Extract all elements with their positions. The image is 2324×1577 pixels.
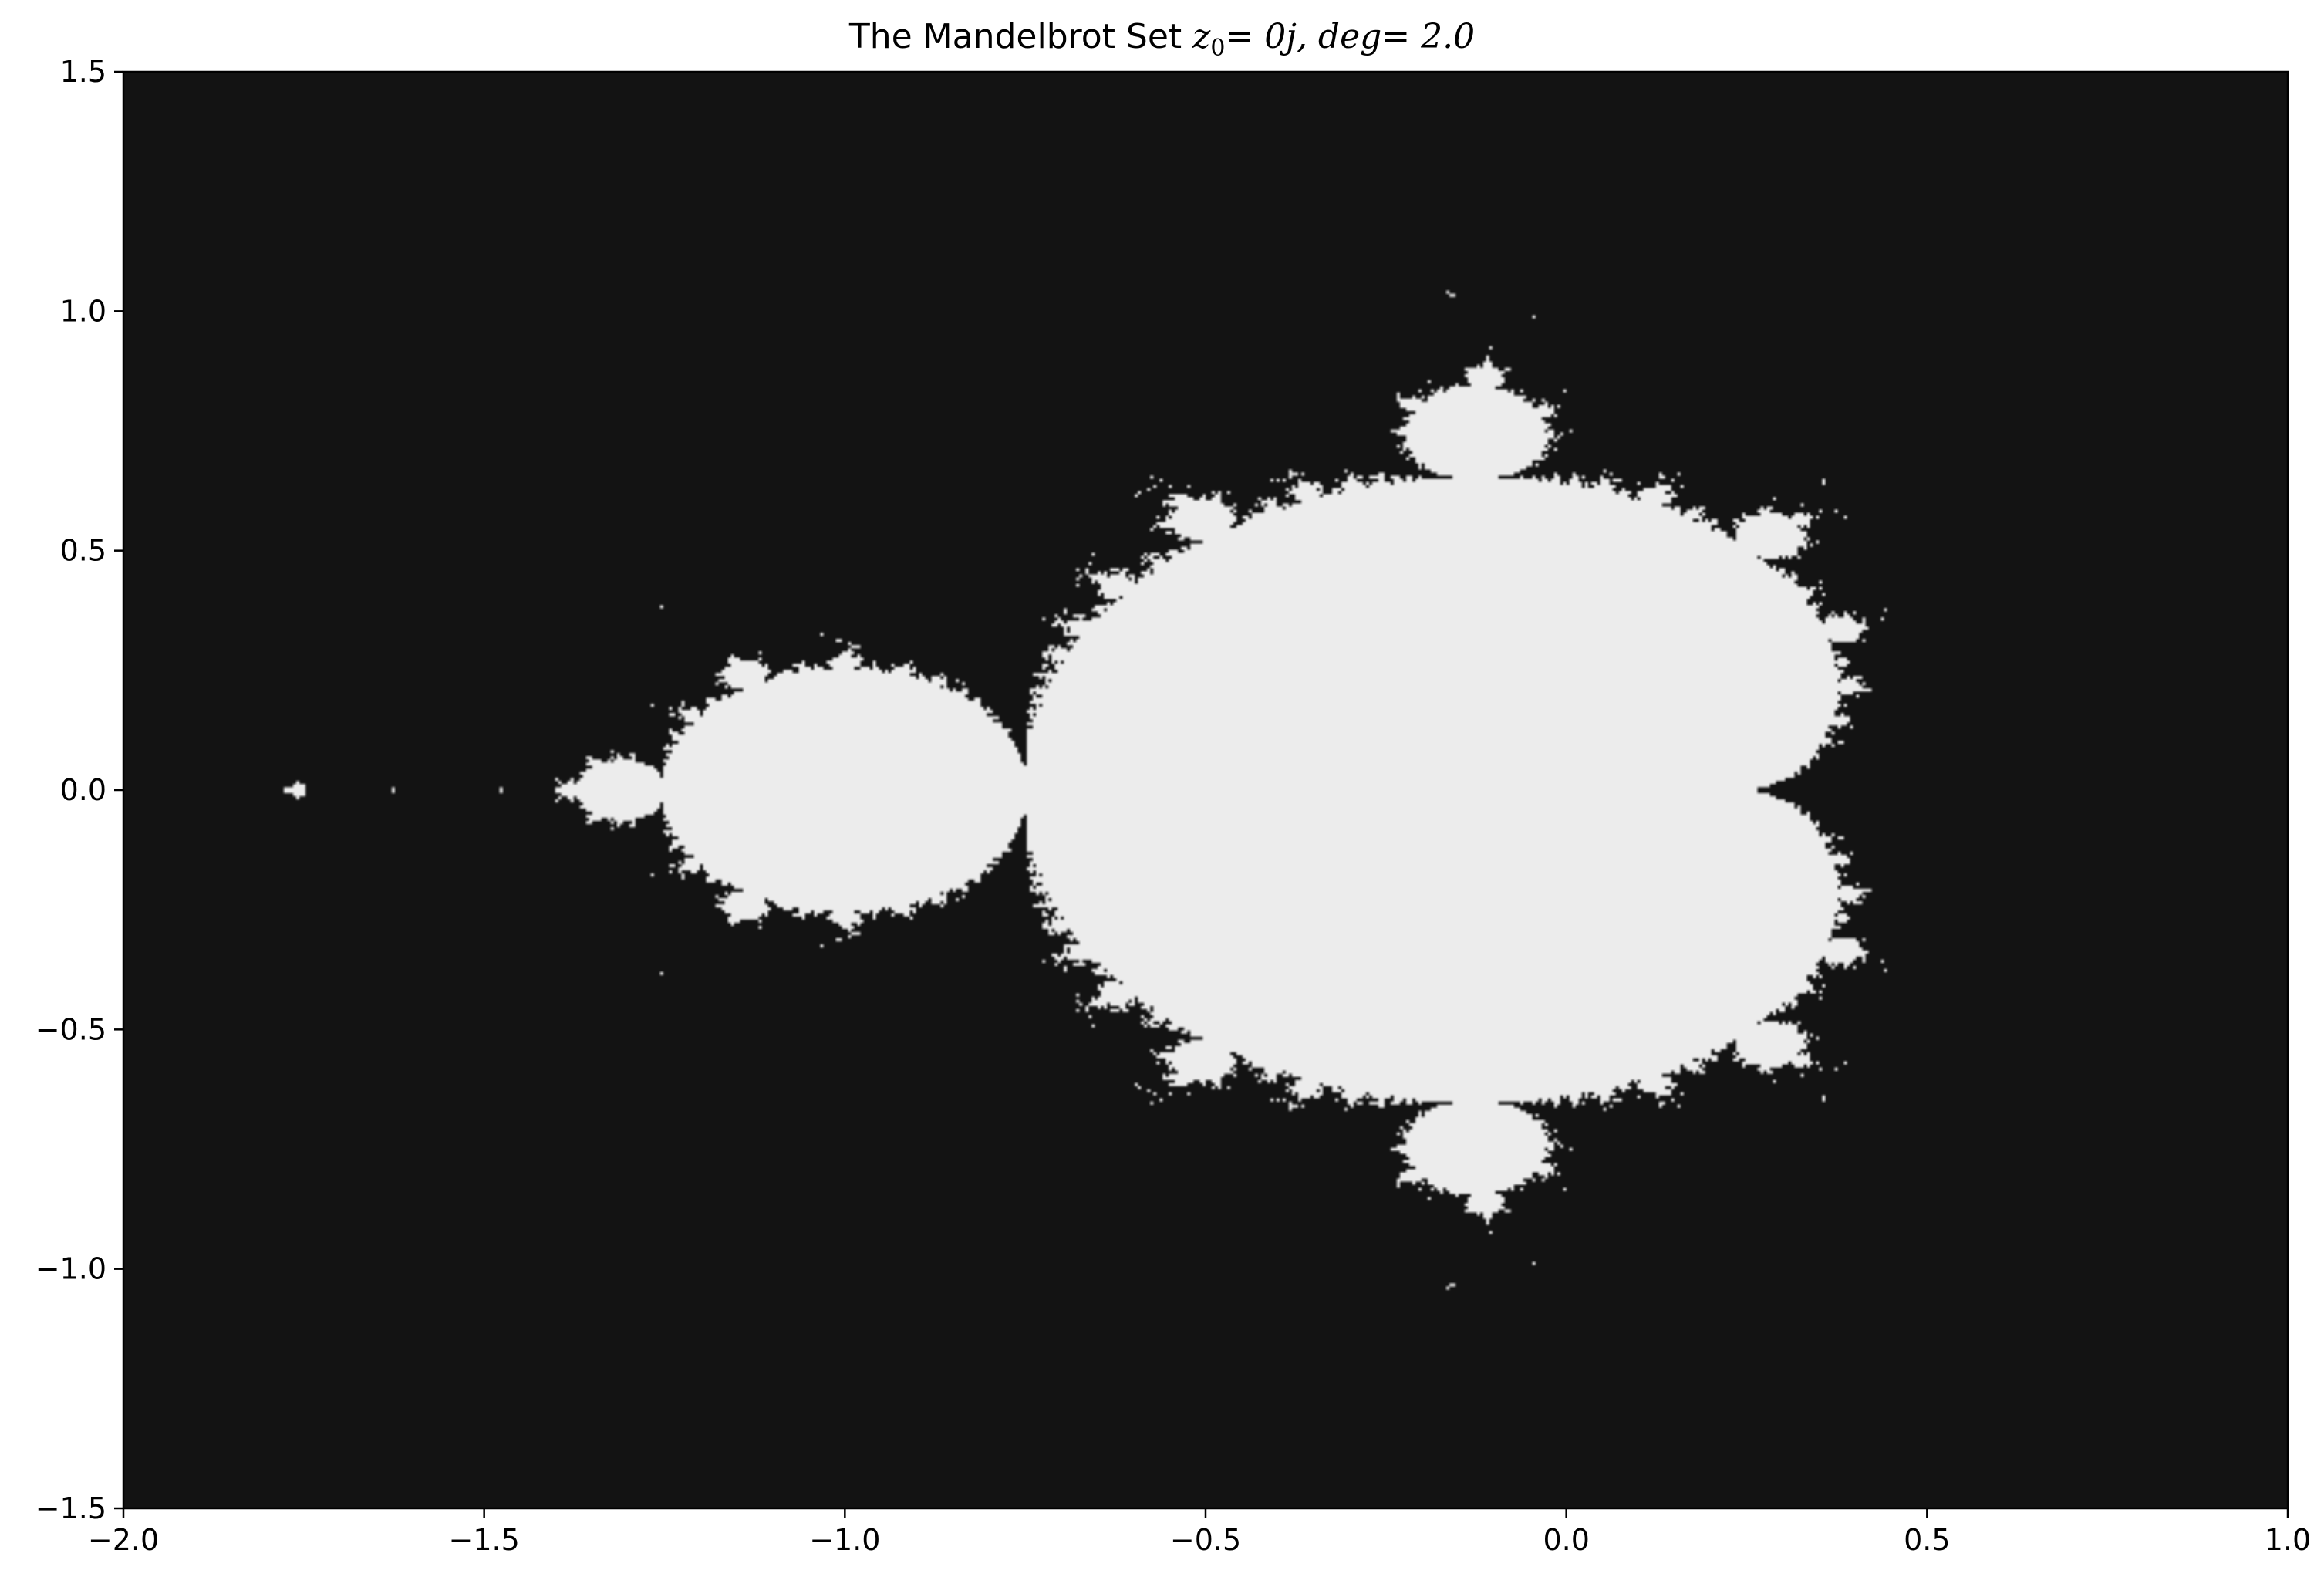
x-tick-label: −2.0: [88, 1523, 159, 1557]
chart-title-text: The Mandelbrot Set: [848, 17, 1193, 56]
y-tick-label: 0.0: [60, 773, 106, 807]
chart-title-math: z0= 0j, deg= 2.0: [1192, 17, 1476, 62]
y-tick-label: −0.5: [35, 1012, 106, 1046]
x-tick-label: 0.5: [1904, 1523, 1950, 1557]
x-tick-label: −1.0: [809, 1523, 880, 1557]
x-tick-label: −1.5: [449, 1523, 520, 1557]
y-tick-label: −1.5: [35, 1491, 106, 1525]
x-axis: −2.0 −1.5 −1.0 −0.5 0.0 0.5 1.0: [88, 1508, 2311, 1557]
title-z-subscript: 0: [1210, 34, 1226, 62]
title-z-symbol: z: [1192, 17, 1211, 56]
title-deg-value: = 2.0: [1381, 17, 1476, 56]
x-tick-label: −0.5: [1170, 1523, 1241, 1557]
x-tick-label: 0.0: [1543, 1523, 1589, 1557]
plot-area: [123, 72, 2288, 1508]
y-tick-label: 1.5: [60, 55, 106, 89]
mandelbrot-image: [123, 72, 2288, 1508]
y-axis: −1.5 −1.0 −0.5 0.0 0.5 1.0 1.5: [35, 55, 123, 1525]
title-z-value: = 0j,: [1225, 17, 1318, 56]
y-tick-label: 1.0: [60, 294, 106, 328]
chart-title: The Mandelbrot Set z0= 0j, deg= 2.0: [0, 17, 2324, 62]
title-deg-symbol: deg: [1317, 17, 1382, 56]
x-tick-label: 1.0: [2265, 1523, 2311, 1557]
y-tick-label: 0.5: [60, 534, 106, 568]
y-tick-label: −1.0: [35, 1252, 106, 1286]
